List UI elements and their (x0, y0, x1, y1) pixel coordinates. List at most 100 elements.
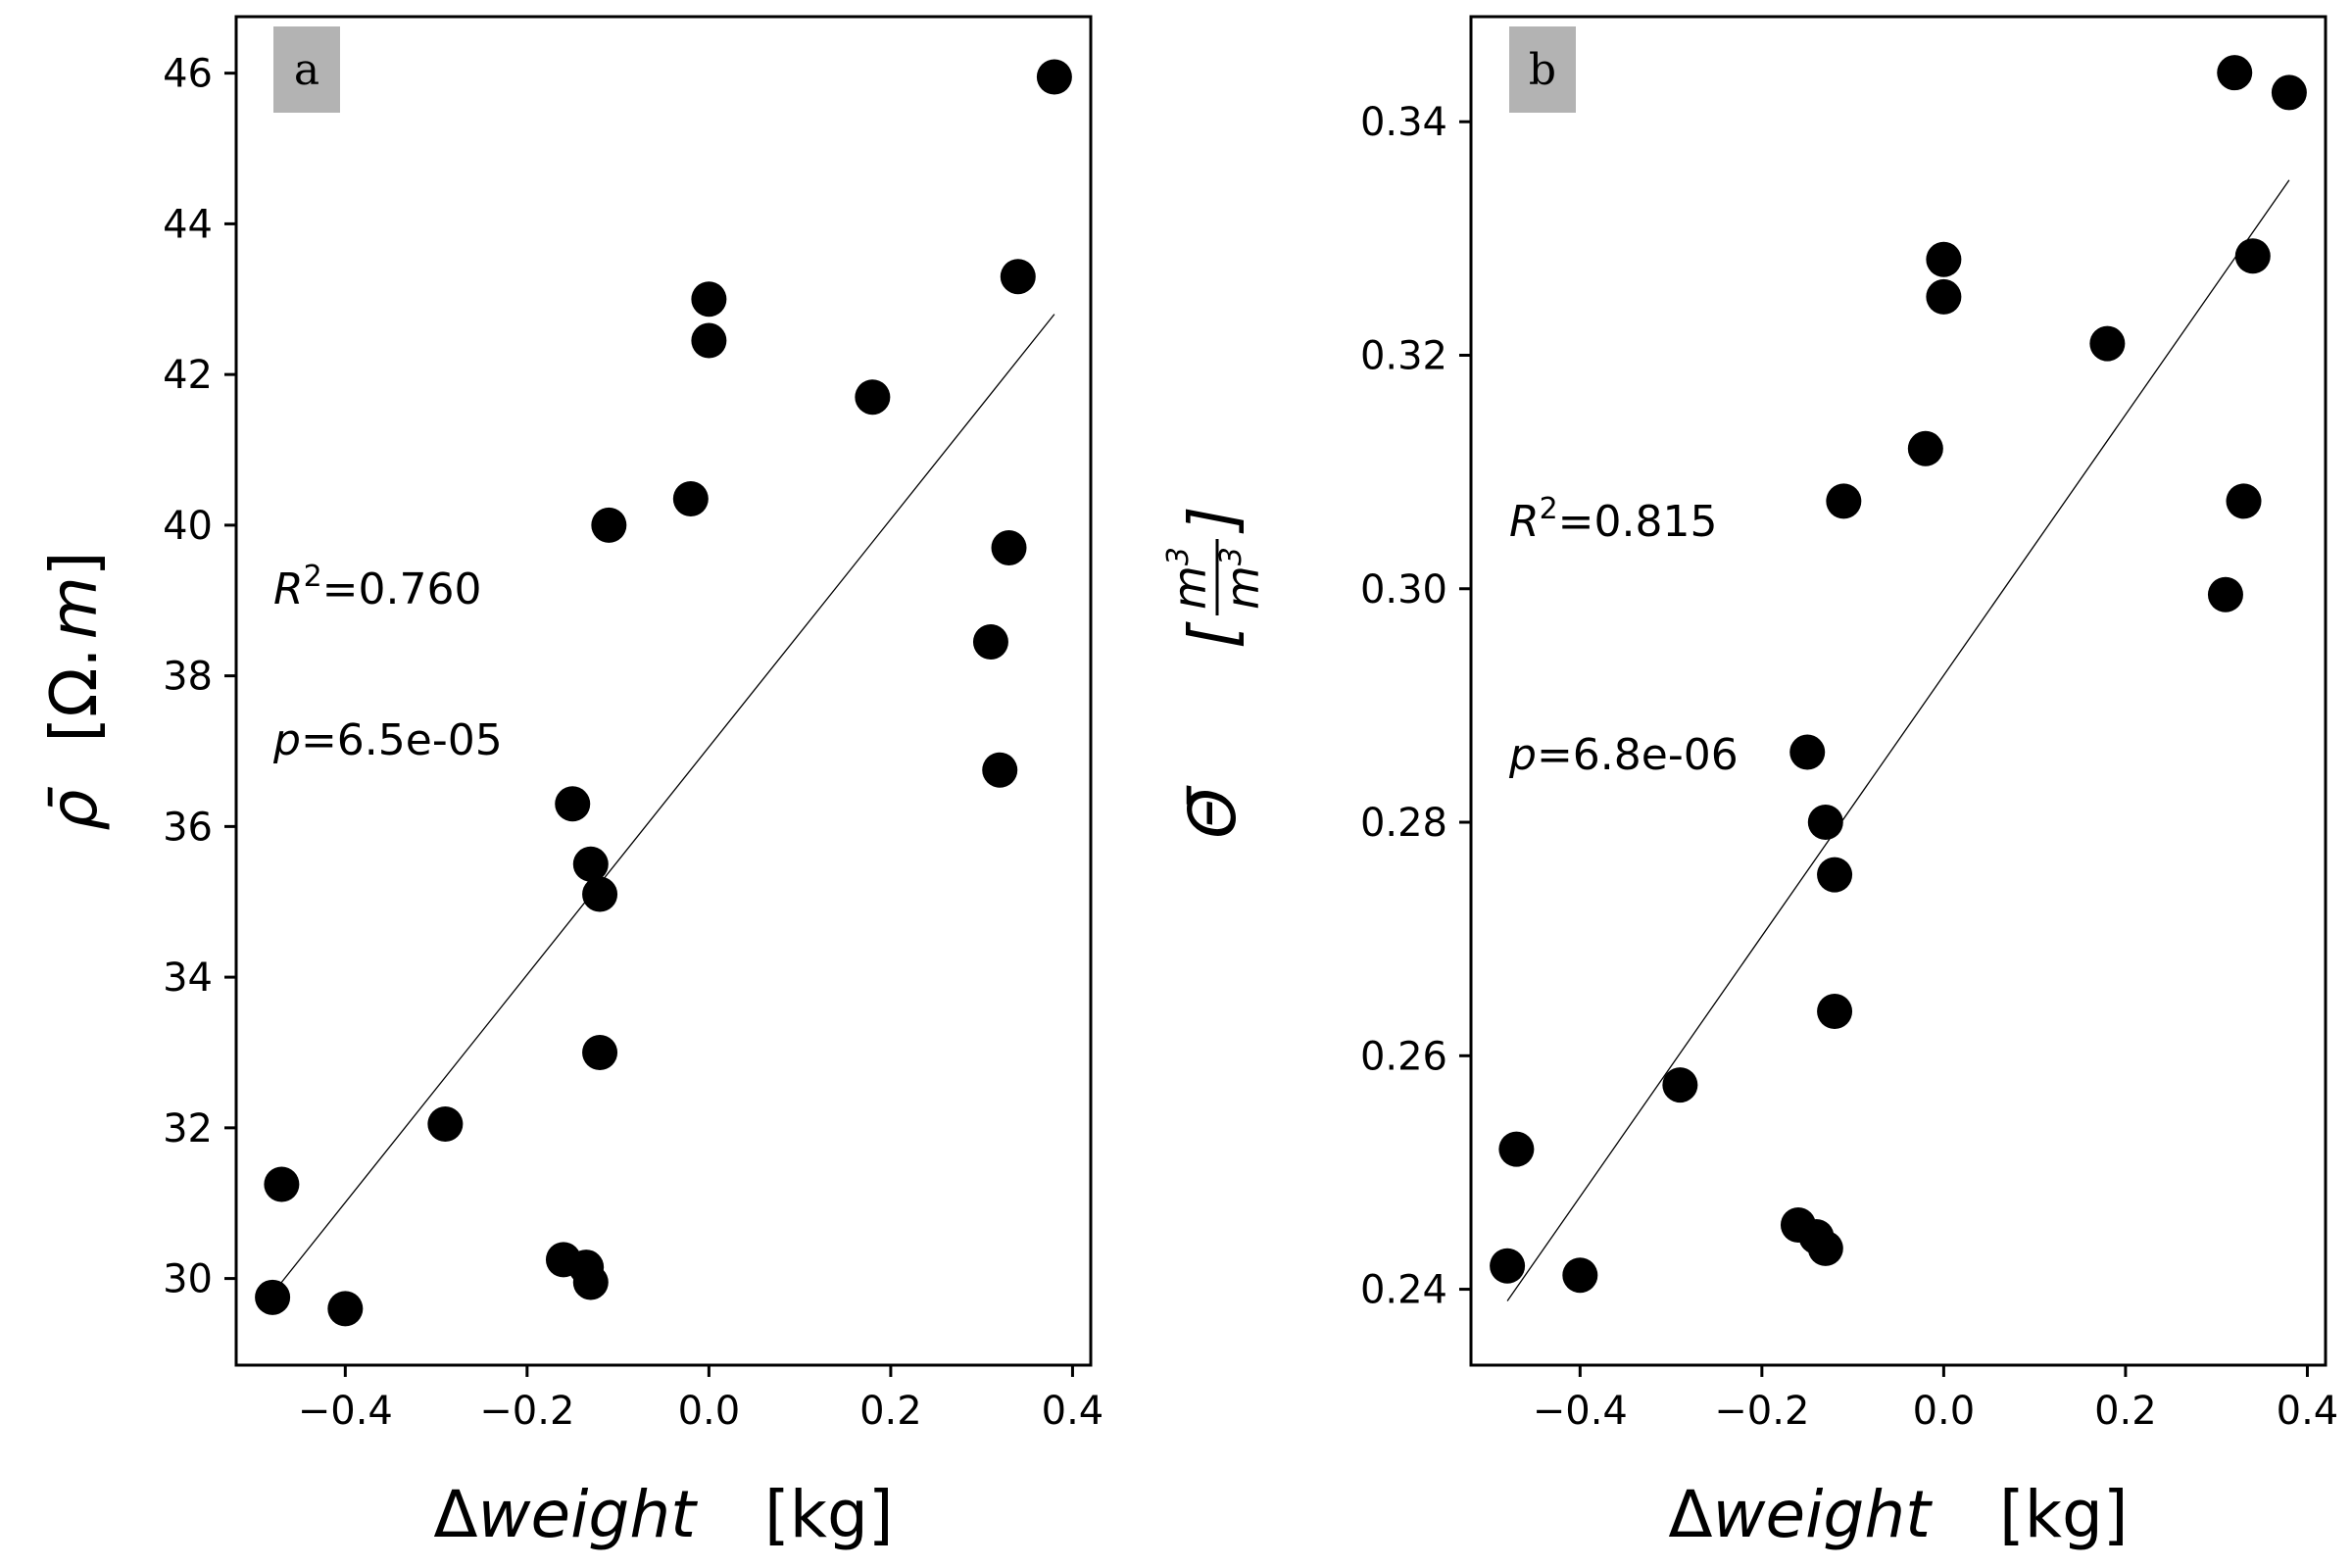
panel-a-tag: a (294, 45, 319, 95)
panel-a-point-2 (264, 1166, 300, 1202)
panel-b-tag-box (1509, 26, 1576, 113)
panel-b-y-ticks: 0.24 0.26 0.28 0.30 0.32 0.34 (1360, 100, 1471, 1313)
panel-b-ylabel-var: Θ̄ (1175, 785, 1250, 839)
panel-a-point-8 (572, 1264, 609, 1300)
panel-a-x-tick-label: 0.4 (1042, 1389, 1104, 1434)
panel-b-point-12 (1826, 483, 1862, 519)
panel-a-point-11 (582, 1034, 618, 1070)
panel-a-x-axis-label: Δweight [kg] (433, 1477, 893, 1552)
panel-a-point-17 (972, 624, 1008, 661)
panel-a-point-6 (555, 786, 591, 822)
panel-b-x-tick-label: 0.0 (1913, 1389, 1976, 1434)
panel-a-point-19 (991, 529, 1027, 565)
panel-a-y-tick-label: 44 (163, 202, 213, 247)
panel-a-point-18 (982, 752, 1018, 788)
panel-a-axes-frame (234, 15, 1093, 1367)
panel-b-r2-var: R (1509, 497, 1540, 547)
panel-a-point-20 (1000, 259, 1036, 295)
panel-b-y-tick-label: 0.26 (1360, 1034, 1447, 1079)
panel-b-point-2 (1498, 1131, 1535, 1167)
panel-b-p-var: p (1508, 730, 1537, 780)
panel-a-tag-box (273, 26, 340, 113)
panel-a-xlabel-var: weight (478, 1477, 699, 1552)
panel-b-y-tick-label: 0.32 (1360, 333, 1447, 378)
panel-a-point-3 (327, 1291, 364, 1327)
panel-b-xlabel-var: weight (1713, 1477, 1934, 1552)
panel-a-ylabel-unit-var: m (36, 576, 112, 639)
panel-a-r2-sup: 2 (304, 560, 322, 594)
panel-a-point-13 (672, 480, 709, 516)
panel-b-point-20 (2234, 238, 2271, 274)
panel-b-point-18 (2217, 55, 2253, 91)
panel-a-r2-label: R2=0.760 (273, 560, 482, 614)
panel-a-point-14 (691, 281, 727, 318)
panel-a-ylabel-unit-close: ] (36, 551, 112, 576)
panel-a: a −0.4 −0.2 0.0 0.2 0.4 30 32 34 36 38 40 42 44 46 R… (36, 15, 1104, 1552)
panel-b-x-tick-label: −0.4 (1533, 1389, 1628, 1434)
panel-a-y-tick-label: 32 (163, 1106, 213, 1152)
panel-a-ylabel-unit-open: [Ω. (36, 647, 112, 742)
panel-b-xlabel-delta: Δ (1668, 1477, 1712, 1552)
panel-a-point-21 (1036, 59, 1072, 95)
panel-b-point-9 (1807, 805, 1843, 841)
panel-a-y-tick-label: 34 (163, 956, 213, 1001)
panel-b-points (1490, 55, 2307, 1294)
panel-b: b −0.4 −0.2 0.0 0.2 0.4 0.24 0.26 0.28 0.30 0.32… (1161, 15, 2339, 1552)
panel-b-point-1 (1490, 1248, 1526, 1284)
panel-b-y-axis-label: Θ̄ [ m3 m3 ] (1161, 506, 1269, 839)
panel-b-x-ticks: −0.4 −0.2 0.0 0.2 0.4 (1533, 1365, 2339, 1434)
panel-b-ylabel-frac-den: m3 (1214, 547, 1269, 610)
panel-a-points (255, 59, 1072, 1327)
panel-a-xlabel-unit: [kg] (764, 1477, 894, 1552)
panel-a-r2-value: =0.760 (322, 564, 482, 614)
panel-b-y-tick-label: 0.34 (1360, 100, 1447, 145)
panel-b-point-3 (1562, 1257, 1598, 1294)
panel-b-r2-label: R2=0.815 (1509, 492, 1718, 547)
panel-b-point-4 (1662, 1067, 1698, 1103)
panel-a-point-12 (591, 507, 627, 543)
panel-a-y-tick-label: 42 (163, 353, 213, 398)
panel-a-fit-line (271, 314, 1055, 1295)
panel-a-y-tick-label: 38 (163, 655, 213, 700)
panel-b-p-value: =6.8e-06 (1537, 730, 1739, 780)
panel-b-ylabel-unit-close: ] (1175, 506, 1250, 534)
panel-b-y-tick-label: 0.28 (1360, 801, 1447, 846)
panel-b-p-label: p=6.8e-06 (1508, 730, 1739, 780)
panel-b-y-tick-label: 0.30 (1360, 567, 1447, 612)
panel-b-point-15 (1926, 278, 1962, 315)
panel-a-point-4 (427, 1106, 464, 1143)
panel-a-p-var: p (272, 715, 301, 765)
panel-b-point-13 (1907, 430, 1943, 466)
panel-b-ylabel-frac-num: m3 (1161, 547, 1216, 610)
panel-b-xlabel-unit: [kg] (1999, 1477, 2129, 1552)
panel-b-x-tick-label: 0.4 (2277, 1389, 2339, 1434)
panel-b-y-tick-label: 0.24 (1360, 1268, 1447, 1313)
panel-b-point-21 (2271, 74, 2307, 111)
panel-a-point-16 (855, 379, 891, 416)
panel-a-ylabel-var: ρ̄ (36, 787, 112, 831)
panel-b-ylabel-unit-open: [ (1175, 621, 1250, 649)
panel-b-point-19 (2226, 483, 2262, 519)
panel-b-axes-frame (1469, 15, 2328, 1367)
panel-a-x-ticks: −0.4 −0.2 0.0 0.2 0.4 (298, 1365, 1104, 1434)
panel-b-point-8 (1807, 1230, 1843, 1266)
panel-b-point-6 (1789, 734, 1826, 770)
panel-a-p-value: =6.5e-05 (301, 715, 503, 765)
panel-a-y-tick-label: 30 (163, 1257, 213, 1302)
panel-a-x-tick-label: −0.2 (479, 1389, 574, 1434)
panel-a-y-tick-label: 46 (163, 52, 213, 97)
panel-a-y-tick-label: 40 (163, 504, 213, 549)
panel-b-r2-sup: 2 (1540, 492, 1558, 526)
panel-a-y-ticks: 30 32 34 36 38 40 42 44 46 (163, 52, 236, 1302)
panel-b-x-axis-label: Δweight [kg] (1668, 1477, 2128, 1552)
panel-b-point-17 (2207, 576, 2243, 612)
panel-b-x-tick-label: 0.2 (2094, 1389, 2157, 1434)
panel-b-x-tick-label: −0.2 (1714, 1389, 1809, 1434)
panel-a-x-tick-label: −0.4 (298, 1389, 393, 1434)
panel-a-point-15 (691, 322, 727, 359)
panel-b-fit-line (1506, 179, 2290, 1301)
panel-b-point-10 (1817, 857, 1853, 893)
panel-a-point-10 (582, 876, 618, 912)
panel-a-point-1 (255, 1279, 291, 1315)
